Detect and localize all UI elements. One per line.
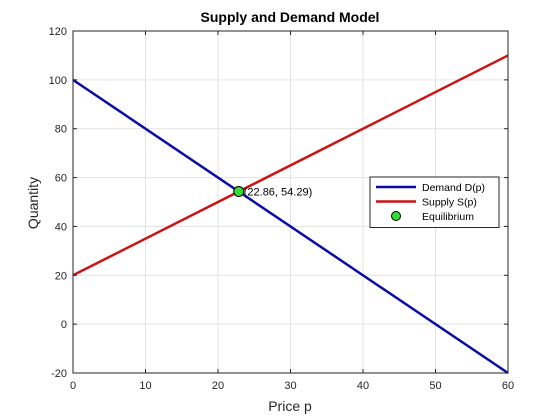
y-tick-label: 40 <box>55 221 67 233</box>
y-tick-label: 20 <box>55 270 67 282</box>
y-tick-label: -20 <box>51 368 67 380</box>
x-tick-label: 10 <box>139 380 151 392</box>
x-tick-label: 40 <box>357 380 369 392</box>
demand-d-p-line <box>72 78 509 375</box>
chart-title: Supply and Demand Model <box>201 9 380 25</box>
y-axis-label: Quantity <box>25 177 41 229</box>
legend-swatch-equilibrium <box>391 211 401 221</box>
x-axis-label: Price p <box>268 398 312 414</box>
series-lines <box>72 54 509 375</box>
x-tick-label: 60 <box>502 380 514 392</box>
x-tick-label: 30 <box>284 380 296 392</box>
x-tick-label: 50 <box>429 380 441 392</box>
y-tick-label: 100 <box>49 75 67 87</box>
annotations: (22.86, 54.29) <box>244 187 312 199</box>
x-tick-label: 20 <box>212 380 224 392</box>
legend-label-supply-s-p: Supply S(p) <box>422 197 477 209</box>
x-tick-label: 0 <box>70 380 76 392</box>
y-tick-label: 80 <box>55 124 67 136</box>
legend-label-demand-d-p: Demand D(p) <box>422 182 485 194</box>
y-tick-label: 120 <box>49 26 67 38</box>
supply-s-p-line <box>72 54 509 277</box>
legend: Demand D(p) Supply S(p) Equilibrium <box>369 176 500 228</box>
equilibrium-marker <box>233 186 245 198</box>
legend-label-equilibrium: Equilibrium <box>422 211 474 223</box>
markers <box>233 186 245 198</box>
y-tick-label: 0 <box>61 319 67 331</box>
y-tick-label: 60 <box>55 173 67 185</box>
equilibrium-annotation: (22.86, 54.29) <box>244 187 312 199</box>
